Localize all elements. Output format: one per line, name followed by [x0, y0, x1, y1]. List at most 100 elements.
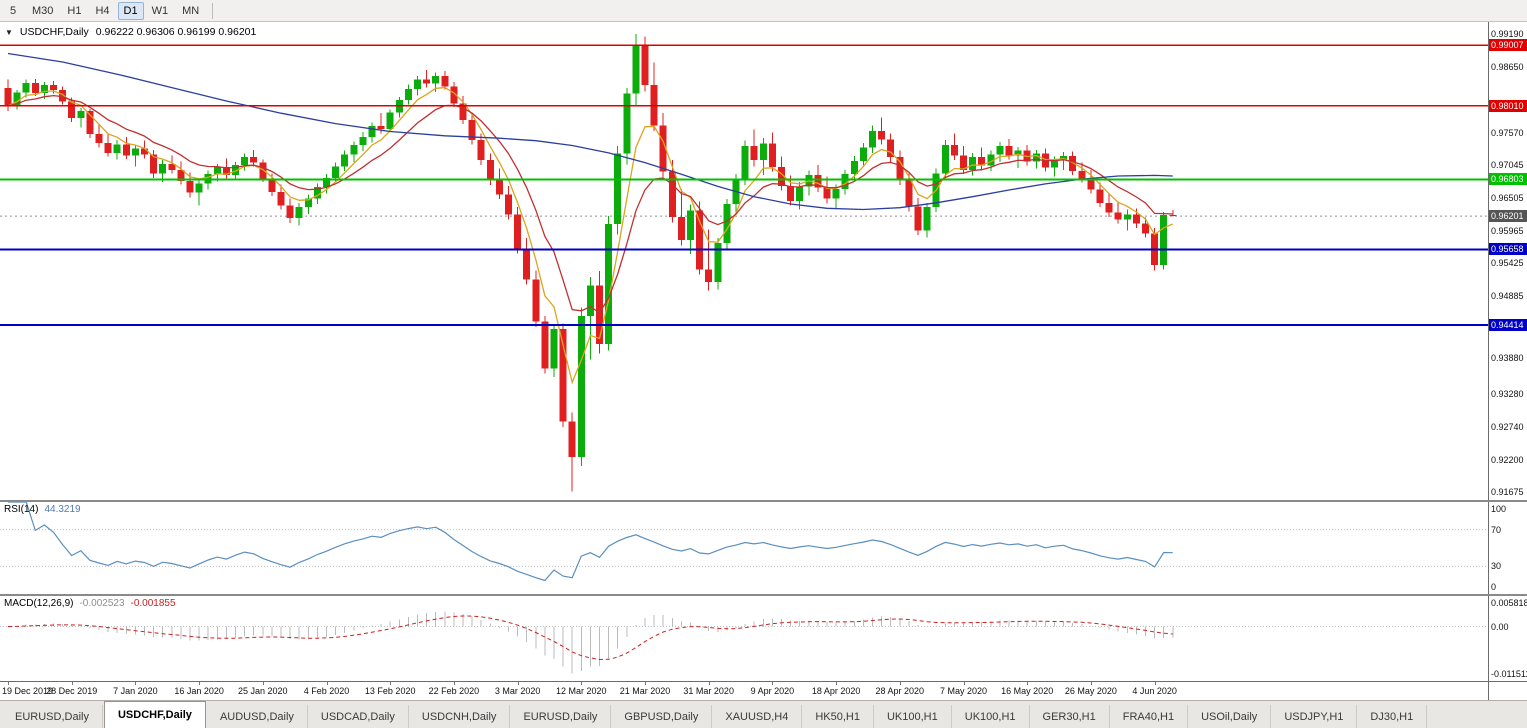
chart-tab-usdcnh-daily[interactable]: USDCNH,Daily — [409, 705, 511, 728]
date-tick — [963, 682, 965, 685]
date-label: 19 Dec 2019 — [2, 686, 54, 696]
macd-pane[interactable]: MACD(12,26,9) -0.002523 -0.001855 — [0, 596, 1488, 681]
chart-tab-usdjpy-h1[interactable]: USDJPY,H1 — [1271, 705, 1358, 728]
rsi-axis[interactable]: 100 70 30 0 — [1488, 502, 1527, 594]
macd-tick--0.011511: -0.011511 — [1491, 669, 1527, 679]
chart-tabs-bar: EURUSD,Daily USDCHF,Daily AUDUSD,Daily USDC… — [0, 700, 1527, 728]
timeframe-button-5[interactable]: 5 — [9, 4, 17, 17]
timeframe-button-h1[interactable]: H1 — [67, 4, 82, 17]
chart-title-ohlc: 0.96222 0.96306 0.96199 0.96201 — [95, 26, 257, 38]
date-tick — [899, 682, 901, 685]
time-axis-row: 19 Dec 2019 28 Dec 2019 7 Jan 2020 16 Jan 2… — [0, 681, 1527, 700]
date-label: 31 Mar 2020 — [683, 686, 734, 696]
price-tick-0.95425: 0.95425 — [1491, 258, 1524, 269]
chart-tab-eurusd-daily[interactable]: EURUSD,Daily — [510, 705, 612, 728]
timeframe-button-d1[interactable]: D1 — [117, 1, 144, 20]
rsi-value: 44.3219 — [44, 504, 81, 515]
date-tick — [262, 682, 264, 685]
date-label: 9 Apr 2020 — [750, 686, 795, 696]
chart-tab-fra40-h1[interactable]: FRA40,H1 — [1110, 705, 1189, 728]
chart-tab-xauusd-h4[interactable]: XAUUSD,H4 — [712, 705, 803, 728]
chart-tab-eurusd-daily[interactable]: EURUSD,Daily — [2, 705, 103, 728]
pane-splitter-rsi[interactable] — [0, 500, 1527, 502]
timeframe-button-h4[interactable]: H4 — [95, 4, 110, 17]
chart-tab-usoil-daily[interactable]: USOil,Daily — [1188, 705, 1272, 728]
date-tick — [645, 682, 646, 685]
rsi-tick-70: 70 — [1491, 524, 1502, 535]
macd-label: MACD(12,26,9) -0.002523 -0.001855 — [4, 598, 176, 609]
price-axis[interactable]: 0.99190 0.98650 0.97570 0.97045 0.96505 0.959… — [1488, 22, 1527, 500]
axis-corner — [1488, 682, 1527, 700]
chart-menu-arrow-icon[interactable]: ▼ — [5, 27, 13, 37]
date-label: 18 Apr 2020 — [811, 686, 861, 696]
chart-tab-audusd-daily[interactable]: AUDUSD,Daily — [207, 705, 308, 728]
price-tick-0.97570: 0.97570 — [1491, 127, 1524, 138]
date-label: 28 Dec 2019 — [46, 686, 98, 696]
level-price-badge-0.98010: 0.98010 — [1489, 99, 1527, 112]
date-tick — [1090, 682, 1092, 685]
chart-tab-usdchf-daily[interactable]: USDCHF,Daily — [103, 701, 206, 728]
date-label: 16 May 2020 — [1001, 686, 1054, 696]
rsi-tick-0: 0 — [1491, 582, 1497, 592]
date-tick — [8, 682, 9, 685]
date-tick — [135, 682, 137, 685]
price-pane[interactable]: ▼ USDCHF,Daily 0.96222 0.96306 0.96199 0… — [0, 22, 1488, 500]
time-axis[interactable]: 19 Dec 2019 28 Dec 2019 7 Jan 2020 16 Jan 2… — [0, 682, 1488, 700]
date-label: 4 Jun 2020 — [1132, 686, 1177, 696]
timeframe-button-m30[interactable]: M30 — [32, 4, 54, 17]
chart-tab-uk100-h1[interactable]: UK100,H1 — [952, 705, 1030, 728]
date-tick — [708, 682, 710, 685]
chart-tab-uk100-h1[interactable]: UK100,H1 — [874, 705, 952, 728]
price-tick-0.92200: 0.92200 — [1491, 455, 1524, 466]
price-tick-0.92740: 0.92740 — [1491, 422, 1524, 433]
price-tick-0.99190: 0.99190 — [1491, 29, 1524, 39]
price-tick-0.93880: 0.93880 — [1491, 352, 1524, 363]
timeframe-button-mn[interactable]: MN — [182, 4, 200, 17]
date-tick — [1154, 682, 1156, 685]
rsi-tick-100: 100 — [1491, 504, 1507, 514]
level-price-badge-0.96803: 0.96803 — [1489, 173, 1527, 186]
macd-axis[interactable]: 0.005818 0.00 -0.011511 — [1488, 596, 1527, 681]
price-tick-0.96505: 0.96505 — [1491, 192, 1524, 203]
rsi-pane[interactable]: RSI(14) 44.3219 — [0, 502, 1488, 594]
date-tick — [517, 682, 519, 685]
macd-signal-line — [7, 615, 1173, 661]
date-tick — [453, 682, 455, 685]
level-price-badge-0.99007: 0.99007 — [1489, 39, 1527, 52]
candlestick-series — [4, 34, 1177, 492]
level-price-badge-0.94414: 0.94414 — [1489, 319, 1527, 332]
timeframe-button-w1[interactable]: W1 — [151, 4, 169, 17]
chart-tab-gbpusd-daily[interactable]: GBPUSD,Daily — [611, 705, 713, 728]
price-tick-0.97045: 0.97045 — [1491, 159, 1524, 170]
date-label: 28 Apr 2020 — [875, 686, 925, 696]
date-label: 7 May 2020 — [939, 686, 988, 696]
chart-tab-ger30-h1[interactable]: GER30,H1 — [1030, 705, 1110, 728]
rsi-name: RSI(14) — [4, 504, 39, 515]
chart-tab-usdcad-daily[interactable]: USDCAD,Daily — [308, 705, 409, 728]
rsi-chart-svg — [0, 502, 1488, 582]
chart-title: ▼ USDCHF,Daily 0.96222 0.96306 0.96199 0… — [5, 26, 256, 38]
date-label: 21 Mar 2020 — [619, 686, 671, 696]
chart-tab-hk50-h1[interactable]: HK50,H1 — [802, 705, 874, 728]
chart-title-symbol: USDCHF,Daily — [19, 26, 89, 38]
macd-name: MACD(12,26,9) — [4, 598, 74, 609]
date-tick — [326, 682, 328, 685]
date-label: 25 Jan 2020 — [238, 686, 288, 696]
date-label: 13 Feb 2020 — [364, 686, 416, 696]
date-label: 22 Feb 2020 — [428, 686, 480, 696]
date-label: 7 Jan 2020 — [113, 686, 158, 696]
date-label: 16 Jan 2020 — [174, 686, 224, 696]
price-tick-0.94885: 0.94885 — [1491, 291, 1524, 302]
price-chart-svg — [0, 34, 1488, 492]
date-tick — [1027, 682, 1029, 685]
ma-mid-line — [7, 94, 1173, 314]
macd-chart-svg — [0, 611, 1488, 674]
date-label: 12 Mar 2020 — [556, 686, 607, 696]
chart-tab-dj30-h1[interactable]: DJ30,H1 — [1357, 705, 1428, 728]
date-tick — [199, 682, 201, 685]
pane-splitter-macd[interactable] — [0, 594, 1527, 596]
date-label: 3 Mar 2020 — [494, 686, 541, 696]
date-tick — [581, 682, 583, 685]
ma-slow-line — [7, 52, 1173, 211]
